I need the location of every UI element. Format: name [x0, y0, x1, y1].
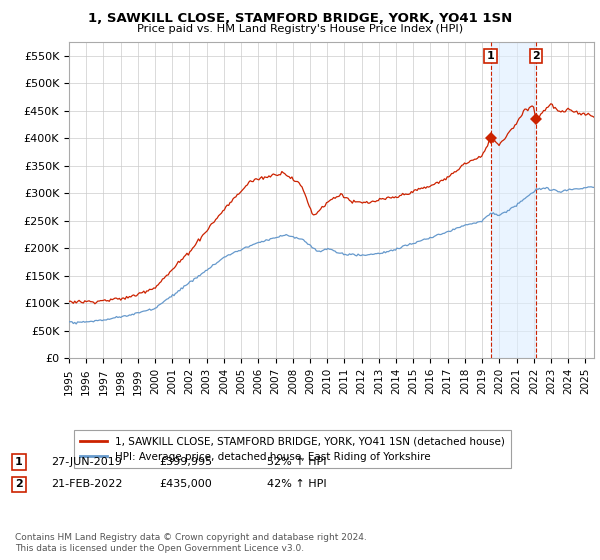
Text: 2: 2 [15, 479, 23, 489]
Text: 2: 2 [532, 51, 540, 61]
Text: 1, SAWKILL CLOSE, STAMFORD BRIDGE, YORK, YO41 1SN: 1, SAWKILL CLOSE, STAMFORD BRIDGE, YORK,… [88, 12, 512, 25]
Text: Contains HM Land Registry data © Crown copyright and database right 2024.
This d: Contains HM Land Registry data © Crown c… [15, 533, 367, 553]
Text: Price paid vs. HM Land Registry's House Price Index (HPI): Price paid vs. HM Land Registry's House … [137, 24, 463, 34]
Text: 1: 1 [15, 457, 23, 467]
Text: £435,000: £435,000 [159, 479, 212, 489]
Legend: 1, SAWKILL CLOSE, STAMFORD BRIDGE, YORK, YO41 1SN (detached house), HPI: Average: 1, SAWKILL CLOSE, STAMFORD BRIDGE, YORK,… [74, 430, 511, 468]
Text: 42% ↑ HPI: 42% ↑ HPI [267, 479, 326, 489]
Bar [491, 42, 536, 358]
Text: £399,995: £399,995 [159, 457, 212, 467]
Text: 52% ↑ HPI: 52% ↑ HPI [267, 457, 326, 467]
Text: 27-JUN-2019: 27-JUN-2019 [51, 457, 122, 467]
Text: 1: 1 [487, 51, 494, 61]
Text: 21-FEB-2022: 21-FEB-2022 [51, 479, 122, 489]
